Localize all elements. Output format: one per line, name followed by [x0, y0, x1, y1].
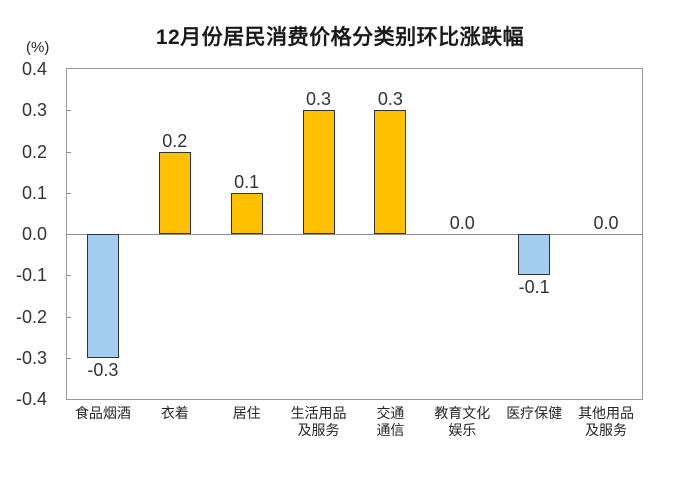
bar-医疗保健 [518, 234, 551, 276]
x-category-label: 教育文化 娱乐 [434, 405, 491, 438]
bar-居住 [230, 192, 263, 234]
y-axis-unit-label: (%) [26, 39, 50, 56]
bar-value-label: 0.0 [593, 213, 619, 233]
x-category-label: 衣着 [160, 405, 189, 421]
x-category-label: 医疗保健 [506, 405, 563, 421]
y-tick-label: -0.4 [15, 389, 47, 409]
y-axis-tick [67, 316, 71, 318]
x-category-label: 生活用品 及服务 [290, 405, 347, 438]
bar-value-label: 0.3 [377, 89, 403, 110]
y-tick-label: 0.4 [21, 59, 47, 79]
bar-食品烟酒 [86, 234, 119, 358]
y-axis-tick [67, 192, 71, 194]
y-axis-tick [67, 151, 71, 153]
x-category-label: 交通 通信 [376, 405, 405, 438]
y-tick-label: 0.2 [21, 141, 47, 162]
y-tick-label: 0.3 [21, 100, 47, 121]
plot-area: -0.3 0.2 0.1 0.3 0.3 0.0 -0.1 0.0 [66, 68, 643, 400]
y-axis-tick [67, 275, 71, 277]
y-tick-label: 0.0 [21, 224, 47, 244]
bar-value-label: 0.1 [234, 171, 260, 192]
bar-value-label: 0.0 [449, 213, 475, 233]
y-axis-tick [67, 110, 71, 112]
bar-衣着 [158, 151, 191, 234]
y-tick-label: -0.2 [15, 306, 47, 327]
bar-value-label: 0.3 [306, 89, 332, 110]
y-tick-label: -0.3 [15, 347, 47, 368]
zero-axis-line [67, 234, 642, 235]
y-tick-label: 0.1 [21, 182, 47, 203]
chart-title: 12月份居民消费价格分类别环比涨跌幅 [155, 26, 525, 49]
y-axis-tick [67, 357, 71, 359]
bar-生活用品及服务 [302, 110, 335, 234]
x-category-label: 其他用品 及服务 [578, 405, 635, 438]
bar-value-label: -0.1 [518, 277, 550, 298]
x-category-label: 居住 [232, 405, 261, 421]
bar-value-label: 0.2 [162, 130, 188, 151]
x-category-label: 食品烟酒 [74, 405, 131, 421]
y-axis-tick [67, 234, 71, 235]
bar-交通通信 [374, 110, 407, 234]
bar-value-label: -0.3 [87, 359, 119, 380]
y-tick-label: -0.1 [15, 265, 47, 286]
